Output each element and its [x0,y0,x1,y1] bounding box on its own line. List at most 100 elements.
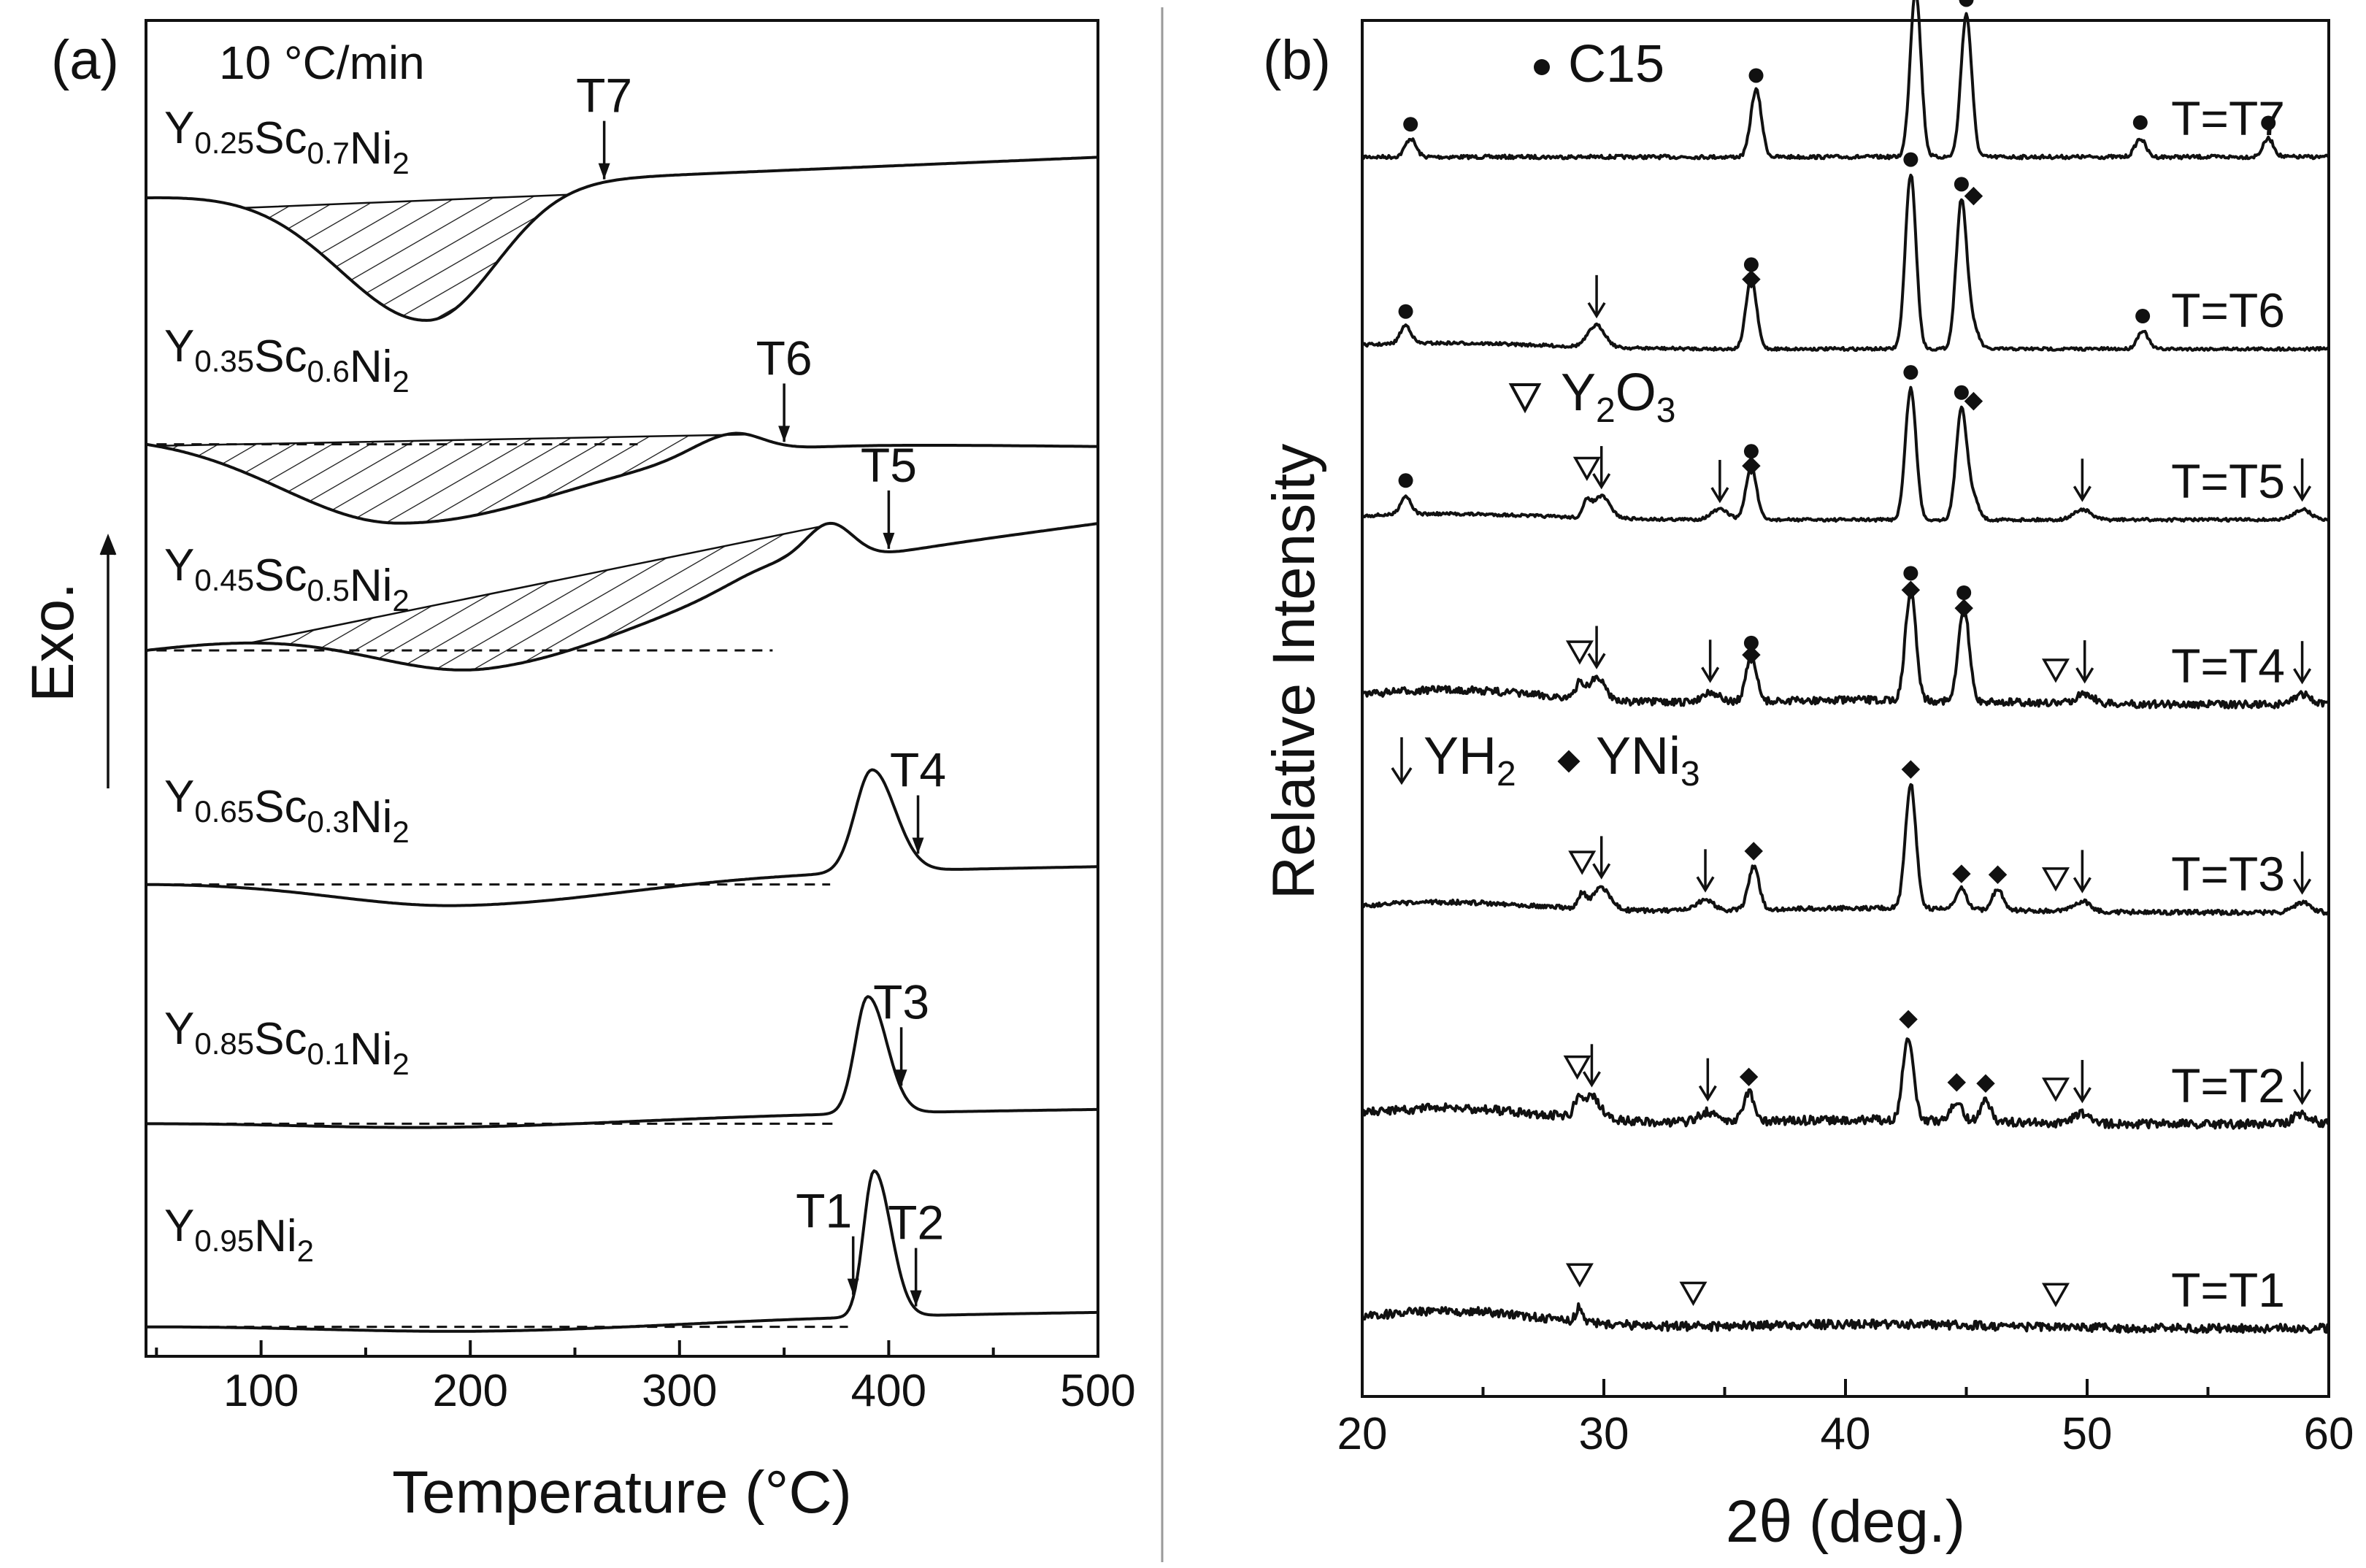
dsc-composition-label: Y0.45Sc0.5Ni2 [164,540,410,618]
dsc-x-tick-label: 100 [223,1366,299,1416]
yh2-peak-marker-head [1587,653,1606,669]
dsc-x-tick-label: 500 [1060,1366,1135,1416]
y2o3-peak-marker [1563,1055,1591,1080]
c15-peak-marker [1403,117,1418,132]
yni3-peak-marker [1901,580,1921,599]
dsc-x-tick-label: 300 [642,1366,717,1416]
dsc-composition-label: Y0.35Sc0.6Ni2 [164,321,410,399]
dsc-composition-label: Y0.95Ni2 [164,1201,314,1268]
xrd-pattern-label: T=T3 [2171,847,2285,901]
yni3-peak-marker [1739,1067,1759,1087]
panel-b-label: (b) [1263,29,1331,91]
yh2-peak-marker-head [1592,863,1611,880]
yni3-peak-marker [1964,186,1983,206]
y2o3-marker-icon [1508,383,1542,414]
xrd-pattern-curve [1361,783,2330,916]
xrd-phase-markers [1398,0,2312,1307]
c15-peak-marker [2132,115,2148,130]
y2o3-peak-marker [1565,640,1594,665]
xrd-pattern-curve [1361,1302,2330,1334]
yh2-peak-marker-head [2293,485,2312,502]
dsc-event-label: T6 [756,331,813,385]
yni3-marker-icon [1557,750,1580,773]
xrd-chart: (b) T=T7 T=T6 T=T5 T=T4 T=T3 T=T2 T=T1 C15 Y2O… [1261,0,2354,1555]
xrd-x-tick-label: 20 [1337,1409,1388,1459]
legend-yni3-text: YNi3 [1596,727,1700,793]
c15-peak-marker [2135,309,2151,324]
legend-c15-text: C15 [1568,35,1664,93]
dsc-y-axis: Exo. [20,533,117,788]
xrd-pattern-labels: T=T7 T=T6 T=T5 T=T4 T=T3 T=T2 T=T1 [2171,91,2285,1317]
yh2-peak-marker-head [1698,1085,1717,1102]
c15-peak-marker [1903,566,1918,581]
c15-peak-marker [1398,304,1413,319]
xrd-y-axis-label: Relative Intensity [1261,444,1327,899]
dsc-y-axis-label: Exo. [20,583,86,702]
y2o3-peak-marker [2041,867,2070,892]
dsc-event-label: T2 [888,1196,944,1250]
xrd-pattern-label: T=T2 [2171,1058,2285,1112]
yh2-peak-marker-head [2293,1088,2312,1105]
yh2-peak-marker-head [2293,878,2312,895]
yni3-peak-marker [1988,865,2008,885]
xrd-pattern-curve [1361,0,2330,161]
xrd-pattern-curve [1361,589,2329,710]
legend-yni3: YNi3 [1557,727,1700,793]
xrd-pattern-label: T=T7 [2171,91,2285,145]
dsc-event-arrowhead [912,837,924,854]
dsc-event-arrowhead [895,1069,907,1086]
dsc-trace-labels: Y0.25Sc0.7Ni2 T7 Y0.35Sc0.6Ni2 T6 Y0.45Sc0.5… [164,69,946,1307]
yni3-peak-marker [1742,645,1761,664]
xrd-pattern-label: T=T6 [2171,283,2285,337]
dsc-x-axis-label: Temperature (°C) [392,1459,852,1526]
dsc-curve [146,768,1098,907]
yni3-peak-marker [1976,1074,1995,1093]
yni3-peak-marker [1742,269,1761,289]
y2o3-peak-marker [2041,1283,2070,1307]
xrd-pattern-label: T=T1 [2171,1263,2285,1317]
panel-a-label: (a) [51,29,119,91]
dsc-curve [145,431,1099,525]
xrd-x-tick-label: 50 [2062,1409,2113,1459]
dsc-composition-label: Y0.25Sc0.7Ni2 [164,103,410,180]
dsc-x-tick-label: 400 [851,1366,926,1416]
yni3-peak-marker [1744,842,1763,861]
dsc-curve [145,521,1099,672]
legend-c15: C15 [1534,35,1664,93]
legend-y2o3-text: Y2O3 [1561,364,1675,430]
y2o3-peak-marker [2041,1077,2070,1102]
y2o3-peak-marker [1568,850,1597,875]
dsc-chart: (a) 10 °C/min Y0.25Sc0.7Ni2 T7 Y0.35Sc0.6N… [20,19,1136,1526]
heating-rate-label: 10 °C/min [219,36,425,89]
xrd-x-tick-label: 60 [2304,1409,2354,1459]
yni3-peak-marker [1742,456,1761,475]
xrd-pattern-label: T=T4 [2171,639,2285,693]
dsc-event-arrowhead [847,1278,859,1295]
yh2-peak-marker-head [1701,666,1720,683]
dsc-event-arrowhead [598,163,610,180]
legend-yh2: YH2 [1391,727,1516,793]
yni3-peak-marker [1899,1010,1918,1029]
yh2-peak-marker-head [1710,487,1729,504]
dsc-plot-frame [145,19,1099,1358]
legend-y2o3: Y2O3 [1508,364,1675,430]
dsc-event-label: T7 [576,69,632,123]
y2o3-peak-marker [2041,658,2070,683]
xrd-pattern-label: T=T5 [2171,454,2285,508]
dsc-curve [146,1169,1098,1333]
yh2-peak-marker-head [1592,473,1611,490]
yni3-peak-marker [1952,864,1971,883]
dsc-composition-label: Y0.65Sc0.3Ni2 [164,772,410,849]
legend-yh2-text: YH2 [1424,727,1516,793]
c15-peak-marker [1748,68,1764,83]
c15-peak-marker [2261,115,2276,131]
dsc-curve [146,995,1099,1129]
exo-arrow-head [99,533,117,556]
c15-peak-marker [1903,152,1918,167]
dsc-traces [145,155,1099,1333]
yh2-marker-head [1391,767,1413,785]
yh2-peak-marker-head [2293,668,2312,685]
yni3-peak-marker [1947,1073,1966,1092]
xrd-pattern-curve [1361,385,2329,523]
yh2-peak-marker-head [2073,877,2092,893]
